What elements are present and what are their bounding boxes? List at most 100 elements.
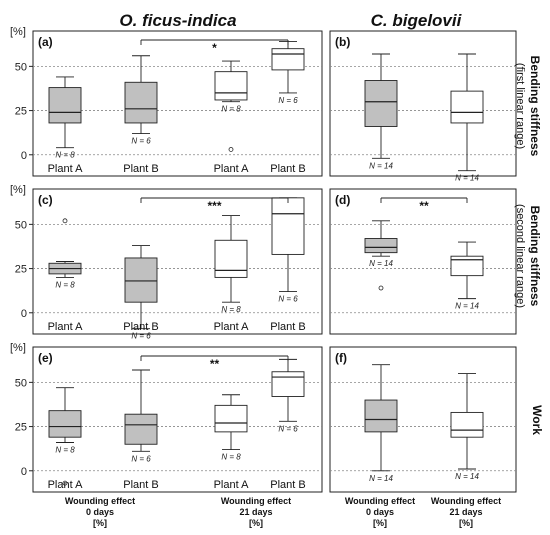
- panel-d: (d) N = 14 N = 14 **: [329, 188, 517, 335]
- group-label-left-0: Wounding effect 0 days [%]: [65, 496, 135, 528]
- panel-a-box-1-iqr: [124, 81, 158, 124]
- panel-e-ytick-label-2: 50: [15, 377, 27, 389]
- panel-a-frame: [32, 30, 323, 177]
- panel-b-frame: [329, 30, 517, 177]
- panel-a: 0 25 50 [%] (a) N = 8 Plant A N = 6 Plant B N = 8…: [10, 26, 323, 177]
- panel-c-box-0-n-label: N = 8: [55, 280, 75, 289]
- panel-a-box-0: N = 8 Plant A: [48, 76, 84, 175]
- panel-b-box-0-n-label: N = 14: [369, 161, 393, 170]
- panel-e-box-0-outlier-0: [62, 480, 68, 486]
- panel-e-box-0-n-label: N = 8: [55, 445, 75, 454]
- panel-d-box-0-iqr: [364, 238, 398, 254]
- panel-e-box-2-iqr: [214, 404, 248, 433]
- group-label-left-0-line-1: Wounding effect: [65, 496, 135, 506]
- panel-e-box-3-n-label: N = 6: [278, 424, 298, 433]
- panel-d-significance-label: **: [419, 199, 429, 213]
- panel-b: (b) N = 14 N = 14: [329, 30, 517, 183]
- panel-b-box-1: N = 14: [450, 53, 484, 183]
- row-title-3: Work: [530, 405, 544, 435]
- panel-e-box-3: N = 6 Plant B: [270, 358, 306, 491]
- row-title-2: Bending stiffness (second linear range): [514, 204, 542, 308]
- panel-f-label: (f): [335, 351, 347, 365]
- panel-a-significance-label: *: [212, 41, 217, 55]
- panel-c-box-2-category-label: Plant A: [214, 321, 250, 333]
- panel-a-box-0-iqr: [48, 87, 82, 124]
- panel-c-box-0-outlier-0: [62, 218, 68, 224]
- panel-e-box-1: N = 6 Plant B: [123, 369, 159, 491]
- panel-e-significance: **: [140, 355, 289, 371]
- panel-e-box-2-n-label: N = 8: [221, 453, 241, 462]
- row-title-2-main: Bending stiffness: [528, 206, 542, 307]
- panel-c-box-1-n-label: N = 6: [131, 332, 151, 341]
- panel-e-box-2-category-label: Plant A: [214, 479, 250, 491]
- panel-a-y-unit: [%]: [10, 26, 26, 38]
- panel-c-significance-label: ***: [207, 199, 221, 213]
- panel-a-box-1: N = 6 Plant B: [123, 55, 159, 175]
- panel-a-label: (a): [38, 35, 53, 49]
- panel-a-box-1-n-label: N = 6: [131, 137, 151, 146]
- panel-b-box-1-iqr: [450, 90, 484, 124]
- panel-a-box-3-category-label: Plant B: [270, 163, 305, 175]
- panel-d-box-1-n-label: N = 14: [455, 302, 479, 311]
- panel-d-label: (d): [335, 193, 350, 207]
- panel-e-significance-label: **: [210, 357, 220, 371]
- panel-c-ytick-label-0: 0: [21, 308, 27, 320]
- panel-c-frame: [32, 188, 323, 335]
- panel-e: 0 25 50 [%] (e) N = 8 Plant A N = 6 Plant B N = 8…: [10, 342, 323, 493]
- panel-b-box-0-iqr: [364, 80, 398, 127]
- group-label-right-0-line-2: 0 days: [366, 507, 394, 517]
- panel-a-box-0-n-label: N = 8: [55, 151, 75, 160]
- panel-e-ytick-label-0: 0: [21, 466, 27, 478]
- panel-b-label: (b): [335, 35, 350, 49]
- panel-f-box-0-n-label: N = 14: [369, 474, 393, 483]
- panel-e-box-1-category-label: Plant B: [123, 479, 158, 491]
- panel-a-box-3-n-label: N = 6: [278, 96, 298, 105]
- panel-d-box-1-iqr: [450, 255, 484, 277]
- panel-e-box-2: N = 8 Plant A: [214, 394, 250, 491]
- panel-e-frame: [32, 346, 323, 493]
- panel-e-box-0-category-label: Plant A: [48, 479, 84, 491]
- panel-c-label: (c): [38, 193, 53, 207]
- panel-f-box-1-iqr: [450, 411, 484, 438]
- panel-f-box-0-iqr: [364, 399, 398, 433]
- row-title-2-sub: (second linear range): [514, 204, 526, 308]
- panel-e-box-3-iqr: [271, 371, 305, 397]
- panel-e-box-0-iqr: [48, 410, 82, 438]
- panel-e-box-0: N = 8 Plant A: [48, 387, 84, 491]
- panel-f-box-1-n-label: N = 14: [455, 472, 479, 481]
- panel-e-box-3-category-label: Plant B: [270, 479, 305, 491]
- panel-c-box-3-n-label: N = 6: [278, 295, 298, 304]
- group-label-right-1-line-2: 21 days: [449, 507, 482, 517]
- panel-e-ytick-label-1: 25: [15, 422, 27, 434]
- panel-d-frame: [329, 188, 517, 335]
- column-title-right: C. bigelovii: [371, 11, 463, 30]
- panel-d-box-1: N = 14: [450, 241, 484, 311]
- panel-a-box-0-category-label: Plant A: [48, 163, 84, 175]
- panel-c-box-3: N = 6 Plant B: [270, 197, 306, 333]
- panel-c-box-3-category-label: Plant B: [270, 321, 305, 333]
- row-title-1-sub: (first linear range): [514, 63, 526, 149]
- group-label-left-0-line-3: [%]: [93, 518, 107, 528]
- panel-f-box-0: N = 14: [364, 364, 398, 483]
- panel-c-box-0: N = 8 Plant A: [48, 218, 83, 333]
- panel-c-box-2-n-label: N = 8: [221, 305, 241, 314]
- group-label-left-0-line-2: 0 days: [86, 507, 114, 517]
- column-title-left: O. ficus-indica: [119, 11, 236, 30]
- panel-d-box-0-outlier-0: [378, 285, 384, 291]
- group-label-right-0: Wounding effect 0 days [%]: [345, 496, 415, 528]
- panel-d-box-0: N = 14: [364, 220, 398, 291]
- panel-e-label: (e): [38, 351, 53, 365]
- row-title-1-main: Bending stiffness: [528, 56, 542, 157]
- panel-a-box-2-outlier-0: [228, 147, 234, 152]
- group-label-left-1-line-2: 21 days: [239, 507, 272, 517]
- panel-a-box-2-n-label: N = 8: [221, 105, 241, 114]
- panel-d-box-0-n-label: N = 14: [369, 259, 393, 268]
- panel-a-box-2-category-label: Plant A: [214, 163, 250, 175]
- panel-a-ytick-label-0: 0: [21, 150, 27, 162]
- group-label-left-1-line-3: [%]: [249, 518, 263, 528]
- group-label-right-1-line-1: Wounding effect: [431, 496, 501, 506]
- panel-c-ytick-label-2: 50: [15, 219, 27, 231]
